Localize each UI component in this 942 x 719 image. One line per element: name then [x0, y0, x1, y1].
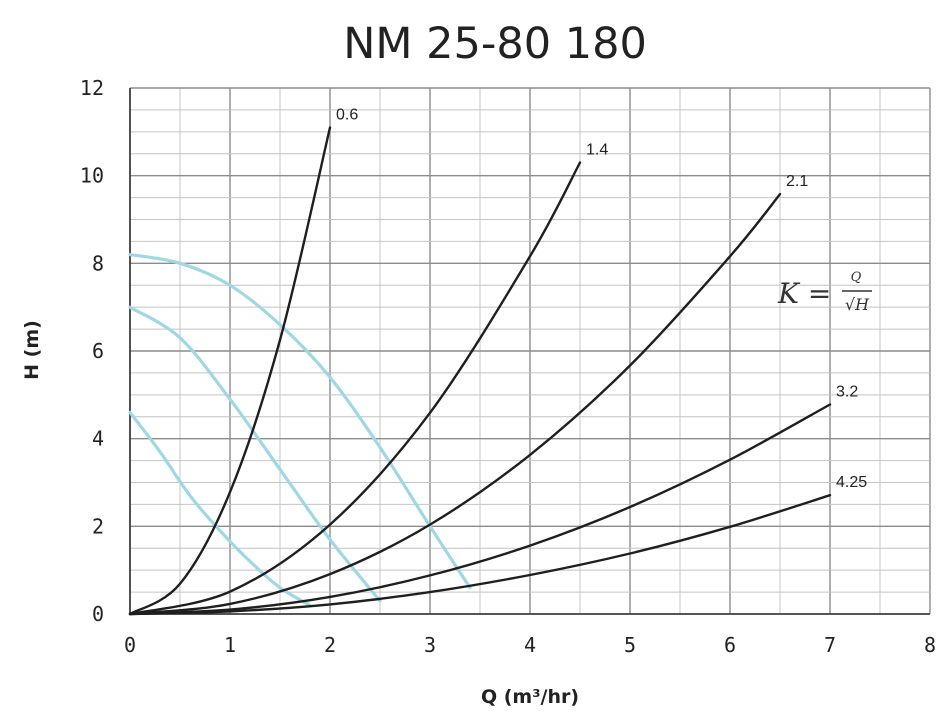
system-curve	[128, 403, 832, 616]
pump-curve	[128, 253, 472, 590]
y-tick-label: 10	[80, 164, 104, 188]
x-tick-label: 0	[124, 633, 136, 657]
x-ticks: 0 1 2 3 4 5 6 7 8	[124, 633, 936, 657]
formula-numerator: Q	[851, 270, 862, 285]
y-axis-label: H (m)	[21, 320, 43, 380]
series-label: 2.1	[786, 173, 808, 190]
series-labels: 0.6 1.4 2.1 3.2 4.25	[336, 106, 867, 491]
y-tick-label: 6	[92, 339, 104, 363]
system-curve	[128, 126, 332, 616]
series-label: 4.25	[836, 474, 867, 491]
system-curve	[128, 494, 832, 616]
series-label: 1.4	[586, 142, 608, 159]
y-tick-label: 4	[92, 427, 104, 451]
system-curve	[128, 161, 582, 616]
x-axis-label: Q (m³/hr)	[481, 686, 579, 708]
x-tick-label: 7	[824, 633, 836, 657]
series-label: 3.2	[836, 383, 858, 400]
x-tick-label: 5	[624, 633, 636, 657]
axes	[129, 88, 930, 615]
y-tick-label: 8	[92, 251, 104, 275]
series-label: 0.6	[336, 106, 358, 123]
chart-title: NM 25-80 180	[343, 19, 647, 69]
formula-lhs: K =	[777, 277, 831, 310]
y-tick-label: 2	[92, 514, 104, 538]
grid	[129, 87, 931, 615]
y-tick-label: 12	[80, 76, 104, 100]
y-tick-label: 0	[92, 602, 104, 626]
x-tick-label: 1	[224, 633, 236, 657]
x-tick-label: 3	[424, 633, 436, 657]
k-formula: K = Q √H	[777, 270, 872, 314]
pump-curve	[128, 410, 312, 607]
x-tick-label: 2	[324, 633, 336, 657]
system-curve	[128, 192, 782, 616]
x-tick-label: 4	[524, 633, 536, 657]
pump-curve	[128, 305, 382, 603]
y-ticks: 0 2 4 6 8 10 12	[80, 76, 104, 626]
x-tick-label: 8	[924, 633, 936, 657]
series-group	[128, 126, 832, 616]
x-tick-label: 6	[724, 633, 736, 657]
formula-denominator: √H	[845, 295, 870, 314]
